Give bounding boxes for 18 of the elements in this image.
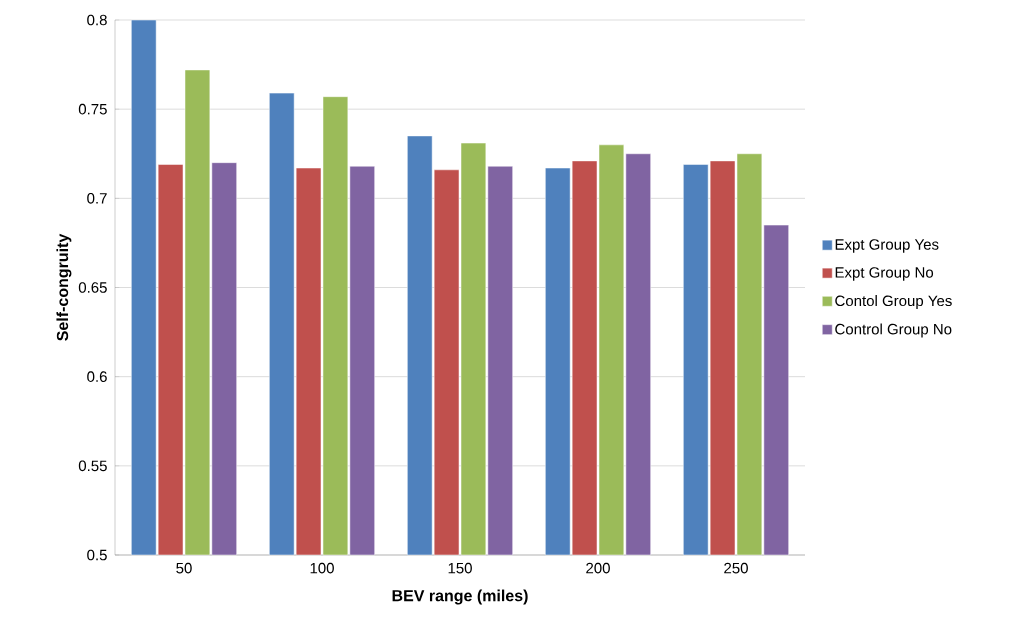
x-tick-label: 250 [724, 562, 748, 574]
y-tick-label: 0.5 [87, 549, 107, 561]
legend-label: Expt Group Yes [835, 239, 939, 253]
y-tick-label: 0.7 [87, 193, 107, 204]
x-tick-label: 100 [310, 562, 334, 574]
y-tick-label: 0.65 [78, 282, 107, 293]
y-tick-label: 0.6 [87, 371, 107, 382]
x-axis-title: BEV range (miles) [392, 589, 528, 605]
x-tick-label: 50 [176, 562, 192, 574]
legend-label: Contol Group Yes [835, 295, 952, 310]
legend-label: Expt Group No [835, 267, 934, 281]
y-axis-title: Self-congruity [56, 233, 72, 341]
x-tick-label: 150 [448, 562, 472, 574]
y-tick-label: 0.55 [78, 460, 107, 472]
y-tick-label: 0.8 [87, 14, 107, 26]
legend-label: Control Group No [835, 323, 952, 338]
y-tick-label: 0.75 [78, 103, 107, 115]
x-tick-label: 200 [586, 562, 610, 574]
